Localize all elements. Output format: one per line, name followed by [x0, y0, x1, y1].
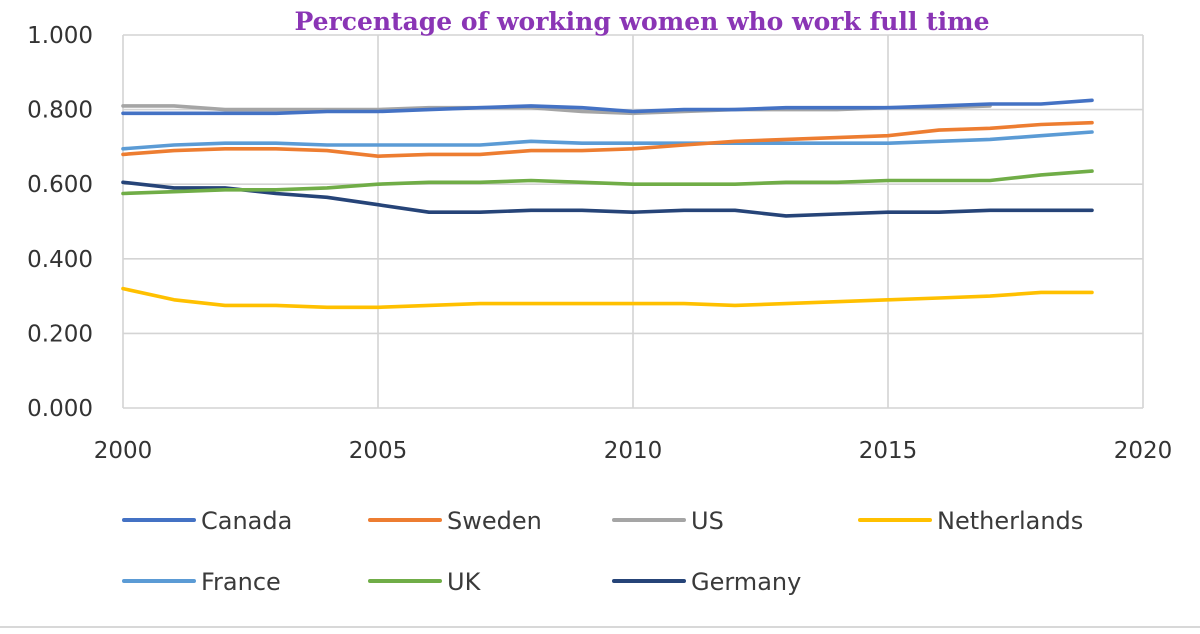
y-tick-label: 0.800	[27, 98, 93, 124]
y-axis-tick-labels: 0.000 0.200 0.400 0.600 0.800 1.000	[27, 23, 93, 422]
series-line-canada	[121, 98, 1094, 116]
legend-label-netherlands: Netherlands	[937, 507, 1083, 535]
legend-label-france: France	[201, 568, 281, 596]
legend-label-sweden: Sweden	[447, 507, 542, 535]
x-tick-label: 2000	[94, 438, 153, 464]
legend-label-germany: Germany	[691, 568, 801, 596]
legend-label-canada: Canada	[201, 507, 292, 535]
legend-label-uk: UK	[447, 568, 482, 596]
series-line-netherlands	[121, 286, 1094, 310]
y-tick-label: 0.000	[27, 396, 93, 422]
series-line-sweden	[121, 120, 1094, 158]
x-tick-label: 2020	[1114, 438, 1173, 464]
legend-label-us: US	[691, 507, 724, 535]
series-lines	[121, 98, 1094, 310]
y-tick-label: 0.200	[27, 321, 93, 347]
y-tick-label: 0.600	[27, 172, 93, 198]
y-tick-label: 0.400	[27, 247, 93, 273]
series-line-uk	[121, 169, 1094, 196]
x-axis-tick-labels: 2000 2005 2010 2015 2020	[94, 438, 1173, 464]
x-tick-label: 2015	[859, 438, 918, 464]
legend: Canada Sweden US Netherlands France UK Germany	[122, 507, 1083, 596]
x-tick-label: 2010	[604, 438, 663, 464]
x-tick-label: 2005	[349, 438, 408, 464]
series-line-germany	[121, 180, 1094, 218]
series-line-france	[121, 130, 1094, 151]
chart-title: Percentage of working women who work ful…	[295, 7, 990, 36]
y-tick-label: 1.000	[27, 23, 93, 49]
